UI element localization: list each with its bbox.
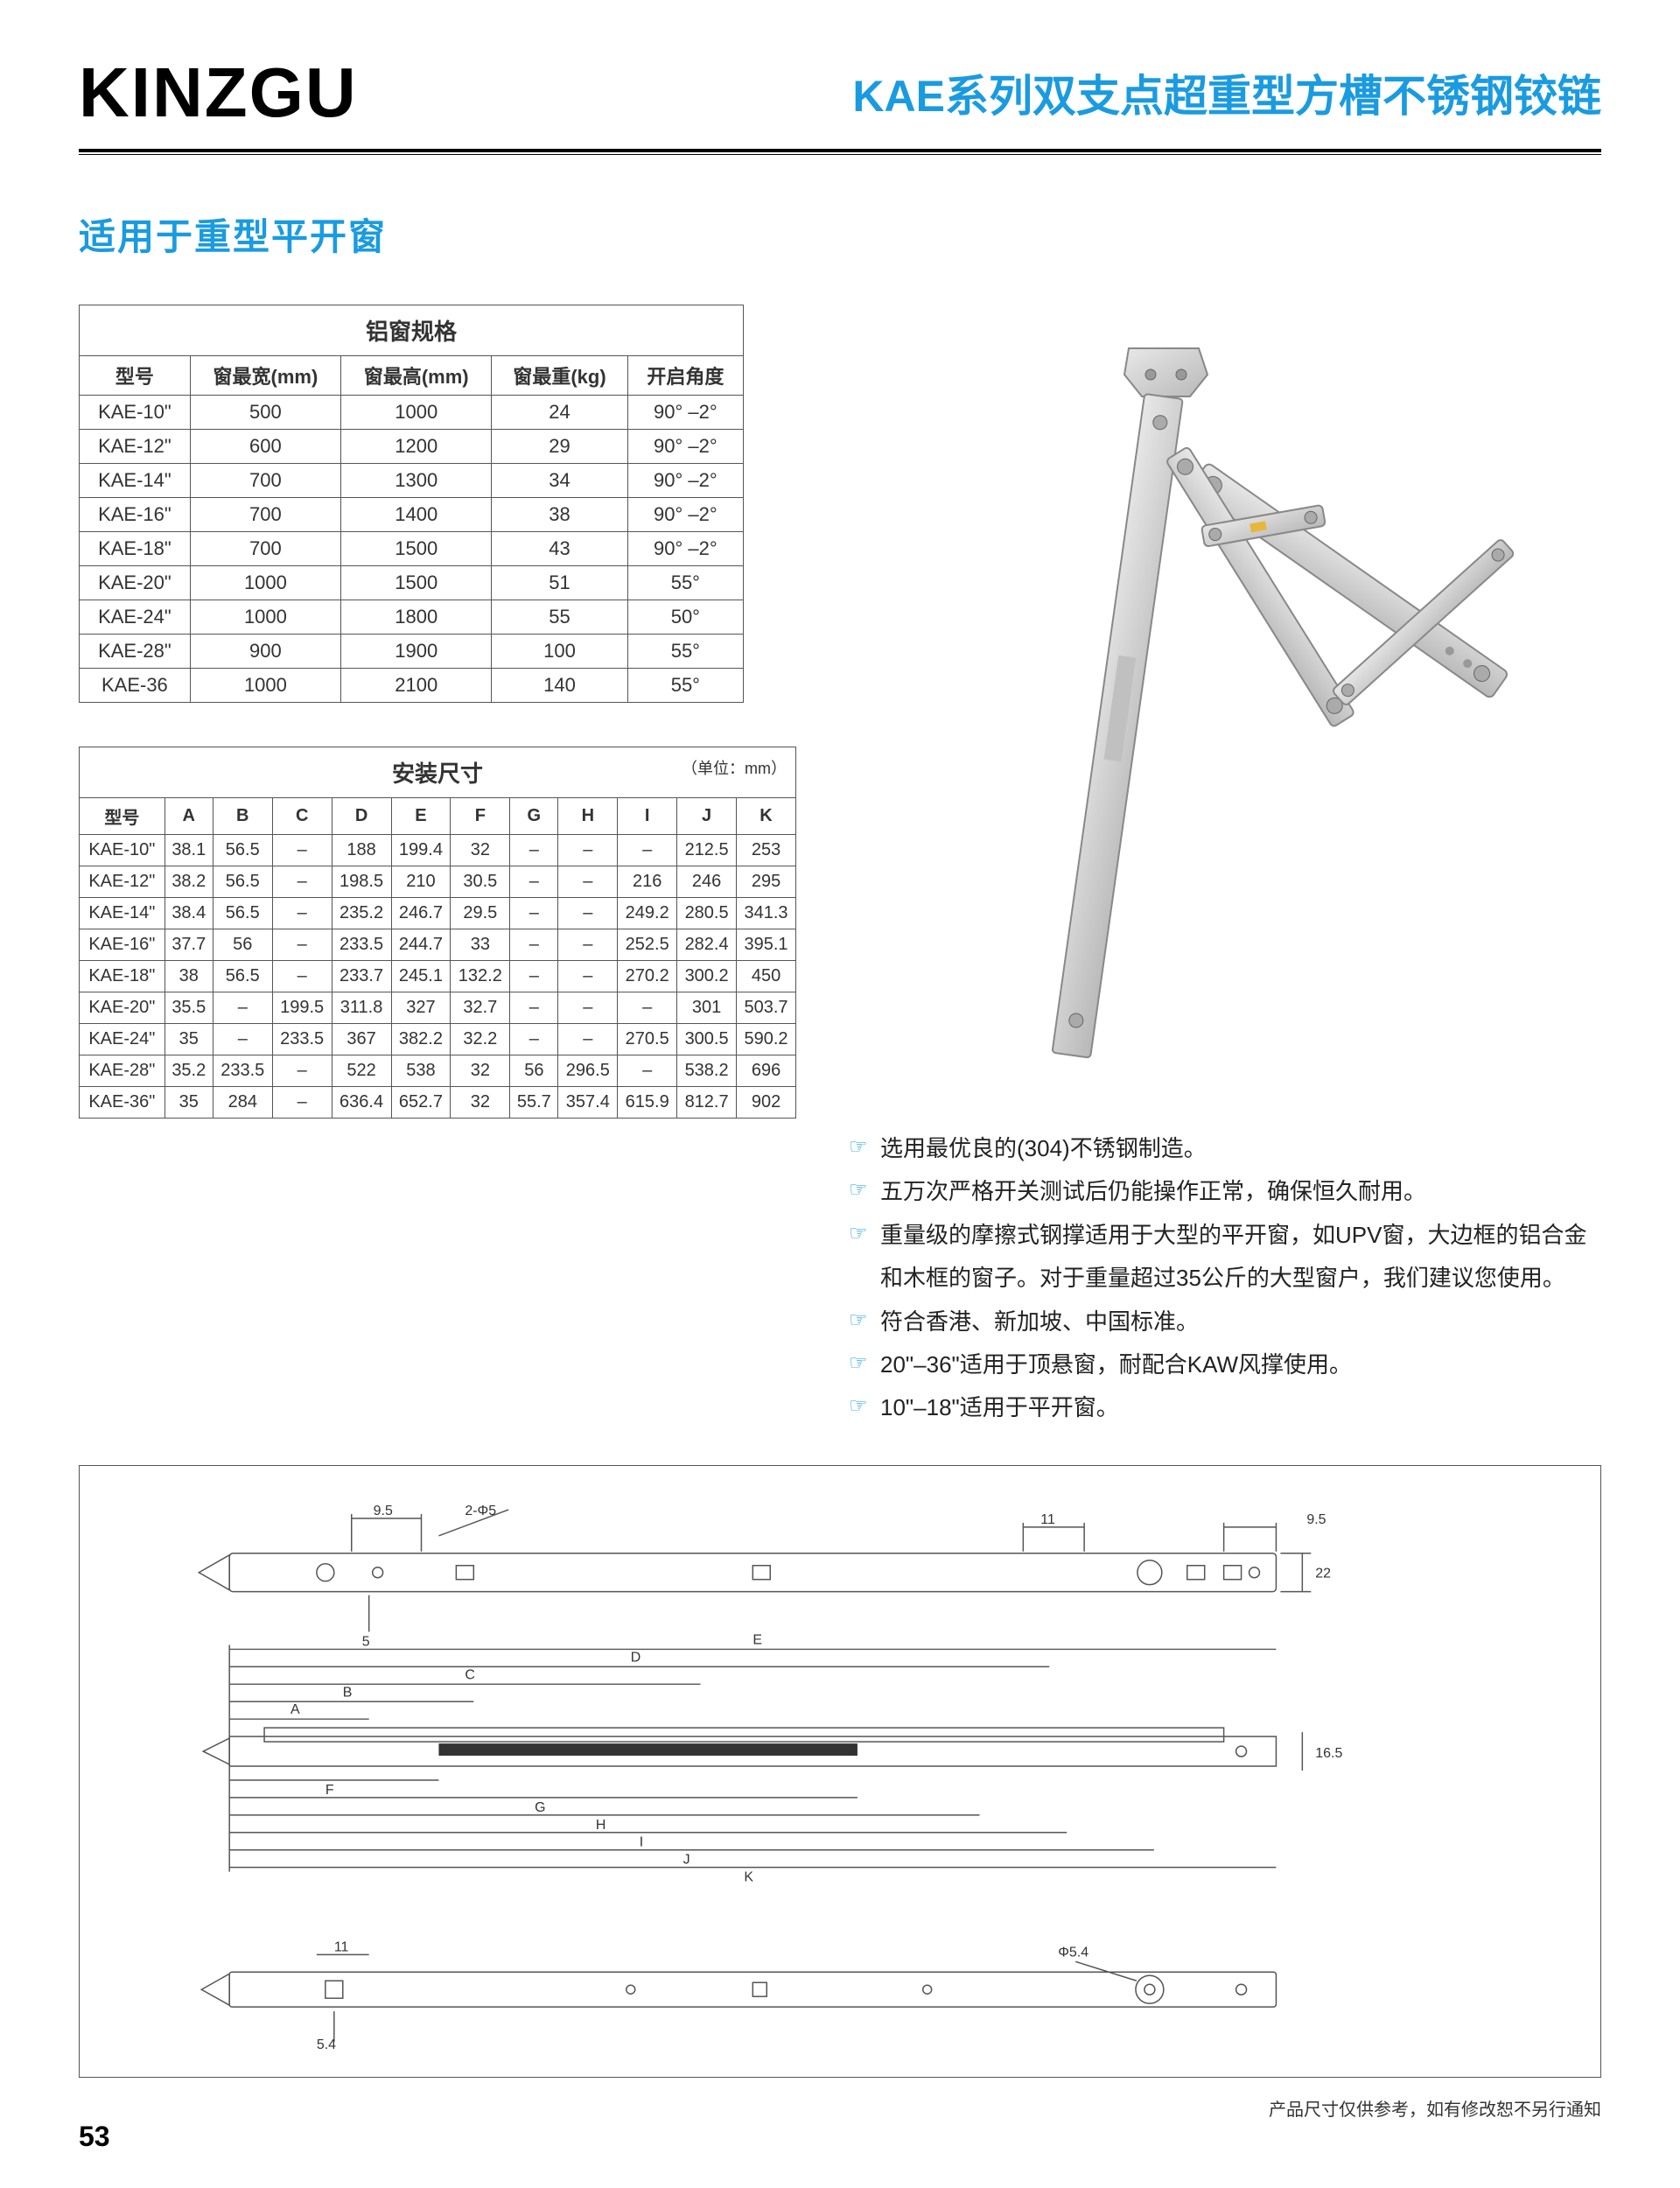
table-row: KAE-28"900190010055°	[80, 635, 744, 669]
spec-table-title: 铝窗规格	[80, 305, 744, 356]
series-title: KAE系列双支点超重型方槽不锈钢铰链	[852, 61, 1601, 124]
table-row: KAE-16"37.756–233.5244.733––252.5282.439…	[80, 929, 796, 961]
divider-thick	[79, 149, 1601, 152]
table-row: KAE-14"70013003490° –2°	[80, 464, 744, 498]
right-column: 选用最优良的(304)不锈钢制造。五万次严格开关测试后仍能操作正常，确保恒久耐用…	[849, 305, 1601, 1430]
feature-item: 10"–18"适用于平开窗。	[849, 1386, 1601, 1429]
svg-text:11: 11	[1040, 1512, 1055, 1527]
svg-text:G: G	[535, 1800, 545, 1815]
svg-text:A: A	[290, 1702, 300, 1717]
table-row: KAE-16"70014003890° –2°	[80, 498, 744, 532]
svg-text:J: J	[683, 1852, 690, 1867]
svg-text:11: 11	[334, 1939, 349, 1954]
svg-text:E: E	[752, 1632, 762, 1647]
svg-text:5.4: 5.4	[317, 2037, 336, 2051]
brand-logo: KINZGU	[79, 53, 358, 133]
table-row: KAE-12"38.256.5–198.521030.5––216246295	[80, 866, 796, 898]
dim-col: A	[164, 798, 213, 835]
subtitle: 适用于重型平开窗	[79, 207, 1601, 261]
table-row: KAE-18"3856.5–233.7245.1132.2––270.2300.…	[80, 961, 796, 992]
footnote: 产品尺寸仅供参考，如有修改恕不另行通知	[79, 2095, 1601, 2121]
table-row: KAE-12"60012002990° –2°	[80, 430, 744, 464]
svg-text:D: D	[631, 1650, 641, 1665]
dim-col: I	[618, 798, 677, 835]
table-row: KAE-20"100015005155°	[80, 566, 744, 600]
table-row: KAE-361000210014055°	[80, 669, 744, 703]
page-number: 53	[79, 2121, 110, 2153]
dim-table-title: 安装尺寸 （单位：mm）	[80, 747, 796, 798]
svg-text:Φ5.4: Φ5.4	[1058, 1945, 1088, 1960]
table-row: KAE-20"35.5–199.5311.832732.7–––301503.7	[80, 992, 796, 1024]
left-column: 铝窗规格 型号窗最宽(mm)窗最高(mm)窗最重(kg)开启角度 KAE-10"…	[79, 305, 796, 1430]
table-row: KAE-18"70015004390° –2°	[80, 532, 744, 566]
feature-item: 选用最优良的(304)不锈钢制造。	[849, 1127, 1601, 1170]
table-row: KAE-36"35284–636.4652.73255.7357.4615.98…	[80, 1087, 796, 1119]
table-row: KAE-10"38.156.5–188199.432–––212.5253	[80, 835, 796, 866]
spec-col: 窗最宽(mm)	[190, 356, 340, 396]
table-row: KAE-14"38.456.5–235.2246.729.5––249.2280…	[80, 898, 796, 929]
technical-diagram: 9.5 2-Φ5 11 9.5 22 5 16.5 E D C B	[79, 1465, 1601, 2078]
table-row: KAE-24"100018005550°	[80, 600, 744, 635]
svg-text:22: 22	[1315, 1566, 1331, 1581]
svg-text:I: I	[640, 1834, 643, 1849]
dimension-table: 安装尺寸 （单位：mm） 型号ABCDEFGHIJK KAE-10"38.156…	[79, 747, 796, 1119]
dim-table-unit: （单位：mm）	[682, 756, 787, 779]
dim-col: C	[272, 798, 332, 835]
table-row: KAE-28"35.2233.5–5225383256296.5–538.269…	[80, 1055, 796, 1087]
dim-col: H	[558, 798, 618, 835]
dim-col: J	[677, 798, 737, 835]
spec-col: 窗最重(kg)	[492, 356, 627, 396]
svg-text:K: K	[744, 1869, 753, 1884]
product-image	[849, 305, 1601, 1110]
features-list: 选用最优良的(304)不锈钢制造。五万次严格开关测试后仍能操作正常，确保恒久耐用…	[849, 1127, 1601, 1430]
svg-text:2-Φ5: 2-Φ5	[465, 1504, 496, 1518]
main-content: 铝窗规格 型号窗最宽(mm)窗最高(mm)窗最重(kg)开启角度 KAE-10"…	[79, 305, 1601, 1430]
header: KINZGU KAE系列双支点超重型方槽不锈钢铰链	[79, 53, 1601, 149]
svg-text:C: C	[465, 1667, 475, 1682]
dim-col: G	[510, 798, 558, 835]
svg-text:9.5: 9.5	[374, 1504, 393, 1518]
dim-col: K	[737, 798, 796, 835]
spec-col: 窗最高(mm)	[341, 356, 492, 396]
svg-text:16.5: 16.5	[1315, 1746, 1342, 1761]
table-row: KAE-24"35–233.5367382.232.2––270.5300.55…	[80, 1024, 796, 1055]
dim-col: D	[332, 798, 391, 835]
spec-table: 铝窗规格 型号窗最宽(mm)窗最高(mm)窗最重(kg)开启角度 KAE-10"…	[79, 305, 744, 703]
table-row: KAE-10"50010002490° –2°	[80, 396, 744, 430]
divider-thin	[79, 154, 1601, 155]
svg-text:H: H	[596, 1818, 606, 1833]
svg-text:9.5: 9.5	[1306, 1512, 1326, 1527]
feature-item: 重量级的摩擦式钢撑适用于大型的平开窗，如UPV窗，大边框的铝合金和木框的窗子。对…	[849, 1214, 1601, 1301]
dim-col: 型号	[80, 798, 165, 835]
svg-text:5: 5	[362, 1634, 370, 1649]
dim-col: B	[213, 798, 272, 835]
spec-col: 开启角度	[627, 356, 743, 396]
dim-col: E	[391, 798, 451, 835]
dim-col: F	[451, 798, 510, 835]
svg-text:F: F	[326, 1783, 334, 1798]
feature-item: 20"–36"适用于顶悬窗，耐配合KAW风撑使用。	[849, 1343, 1601, 1386]
svg-text:B: B	[343, 1685, 353, 1700]
feature-item: 五万次严格开关测试后仍能操作正常，确保恒久耐用。	[849, 1170, 1601, 1213]
feature-item: 符合香港、新加坡、中国标准。	[849, 1301, 1601, 1343]
spec-col: 型号	[80, 356, 191, 396]
